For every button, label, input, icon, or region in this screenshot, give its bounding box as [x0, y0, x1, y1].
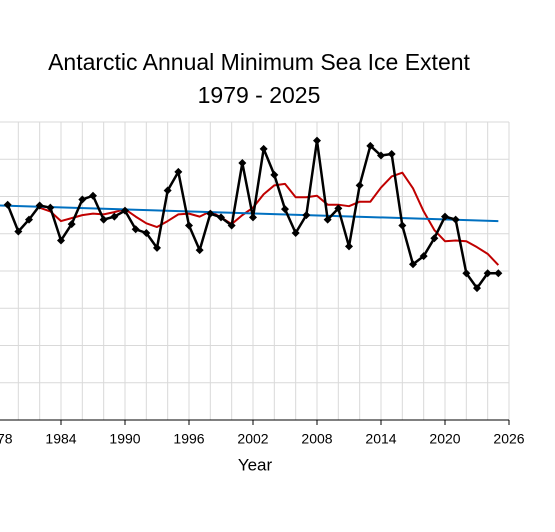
data-point — [89, 191, 97, 200]
data-point — [409, 260, 417, 269]
data-point — [195, 246, 204, 255]
data-point — [366, 141, 375, 150]
x-tick-label: 2014 — [365, 431, 396, 447]
data-point — [345, 242, 353, 251]
data-point — [387, 150, 396, 159]
data-point — [377, 151, 385, 160]
data-point — [441, 212, 449, 221]
data-point — [121, 206, 129, 215]
chart-title: Antarctic Annual Minimum Sea Ice Extent — [48, 49, 470, 75]
data-point — [206, 209, 215, 218]
data-point — [78, 195, 87, 204]
data-point — [110, 212, 119, 221]
x-tick-label: 2020 — [429, 431, 460, 447]
data-point — [131, 225, 140, 234]
data-point — [153, 243, 161, 252]
data-point — [185, 221, 193, 230]
data-point — [14, 227, 23, 236]
data-point — [238, 158, 247, 167]
x-tick-label: 2008 — [301, 431, 332, 447]
data-point — [451, 215, 460, 224]
x-tick-label: 1978 — [0, 431, 13, 447]
data-point — [227, 221, 236, 230]
data-point — [259, 144, 268, 153]
x-tick-label: 1996 — [173, 431, 204, 447]
data-point — [334, 204, 343, 213]
data-point — [355, 181, 364, 190]
data-point — [462, 269, 471, 278]
data-point — [313, 136, 321, 145]
data-point — [35, 201, 44, 210]
x-tick-label: 1990 — [109, 431, 140, 447]
data-point — [430, 234, 439, 243]
data-point — [3, 200, 12, 209]
x-tick-label: 1984 — [45, 431, 76, 447]
data-point — [302, 211, 311, 220]
data-point — [398, 221, 407, 230]
x-tick-label: 2026 — [493, 431, 524, 447]
data-point — [142, 229, 151, 238]
data-point — [46, 203, 55, 212]
data-point — [249, 213, 257, 222]
series-line — [0, 204, 499, 223]
data-point — [494, 269, 503, 278]
data-point — [419, 252, 428, 261]
data-point — [323, 215, 332, 224]
data-point — [483, 269, 492, 278]
data-point — [174, 167, 183, 176]
data-point — [57, 236, 65, 245]
data-point — [99, 215, 108, 224]
data-point — [217, 213, 225, 222]
data-point — [291, 229, 300, 238]
series-line — [39, 171, 500, 266]
data-point — [281, 205, 289, 214]
chart-subtitle: 1979 - 2025 — [198, 82, 321, 108]
data-point — [67, 220, 76, 229]
x-axis-title: Year — [238, 455, 273, 474]
x-tick-label: 2002 — [237, 431, 268, 447]
data-point — [163, 186, 172, 195]
data-point — [25, 215, 33, 224]
data-point — [270, 170, 279, 179]
data-point — [473, 284, 481, 293]
